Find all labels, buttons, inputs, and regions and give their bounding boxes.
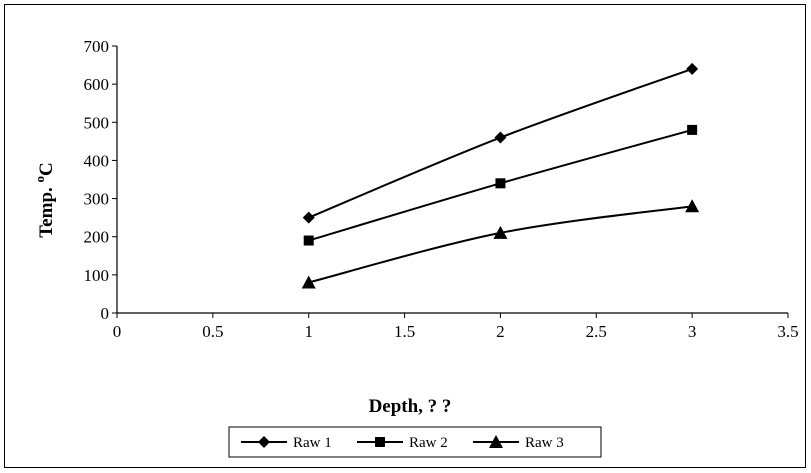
series-line bbox=[308, 205, 693, 284]
data-point bbox=[302, 211, 315, 224]
legend: Raw 1 Raw 2 Raw 3 bbox=[228, 426, 602, 458]
x-tick-label: 2.5 bbox=[586, 322, 607, 341]
y-tick-label: 500 bbox=[84, 113, 110, 132]
x-tick-label: 0 bbox=[113, 322, 122, 341]
y-tick-label: 400 bbox=[84, 151, 110, 170]
y-tick-label: 700 bbox=[84, 37, 110, 56]
legend-box bbox=[228, 426, 602, 458]
legend-label: Raw 2 bbox=[409, 435, 448, 451]
y-tick-label: 0 bbox=[101, 304, 110, 323]
y-tick-label: 300 bbox=[84, 190, 110, 209]
data-point bbox=[493, 225, 508, 239]
y-tick-label: 600 bbox=[84, 75, 110, 94]
series-layer bbox=[301, 62, 700, 289]
data-point bbox=[687, 124, 698, 135]
legend-label: Raw 1 bbox=[293, 435, 332, 451]
y-tick-label: 200 bbox=[84, 228, 110, 247]
legend-entry-1: Raw 1 bbox=[241, 435, 332, 451]
x-tick-label: 1 bbox=[304, 322, 313, 341]
x-tick-label: 0.5 bbox=[202, 322, 223, 341]
data-point bbox=[303, 235, 314, 246]
y-axis-title: Temp. oC bbox=[32, 162, 57, 238]
legend-marker bbox=[489, 435, 503, 448]
legend-entry-3: Raw 3 bbox=[473, 435, 564, 451]
data-point bbox=[686, 62, 699, 75]
axes: 0 100 200 300 400 500 600 700 0 0.5 1 1.5 2 2.5 3 3.5 bbox=[84, 37, 799, 341]
series-1 bbox=[302, 62, 699, 224]
legend-label: Raw 3 bbox=[525, 435, 564, 451]
x-tick-label: 3 bbox=[688, 322, 697, 341]
legend-marker bbox=[258, 436, 270, 448]
series-2 bbox=[303, 124, 698, 246]
x-axis-title: Depth, ? ? bbox=[369, 396, 452, 417]
data-point bbox=[495, 178, 506, 189]
x-tick-label: 3.5 bbox=[777, 322, 798, 341]
x-tick-label: 2 bbox=[496, 322, 505, 341]
y-tick-label: 100 bbox=[84, 266, 110, 285]
data-point bbox=[685, 199, 700, 213]
legend-entry-2: Raw 2 bbox=[357, 435, 448, 451]
data-point bbox=[494, 131, 507, 144]
chart-frame bbox=[4, 4, 806, 468]
legend-marker bbox=[375, 437, 385, 447]
x-tick-label: 1.5 bbox=[394, 322, 415, 341]
series-3 bbox=[301, 199, 700, 289]
data-point bbox=[301, 275, 316, 289]
